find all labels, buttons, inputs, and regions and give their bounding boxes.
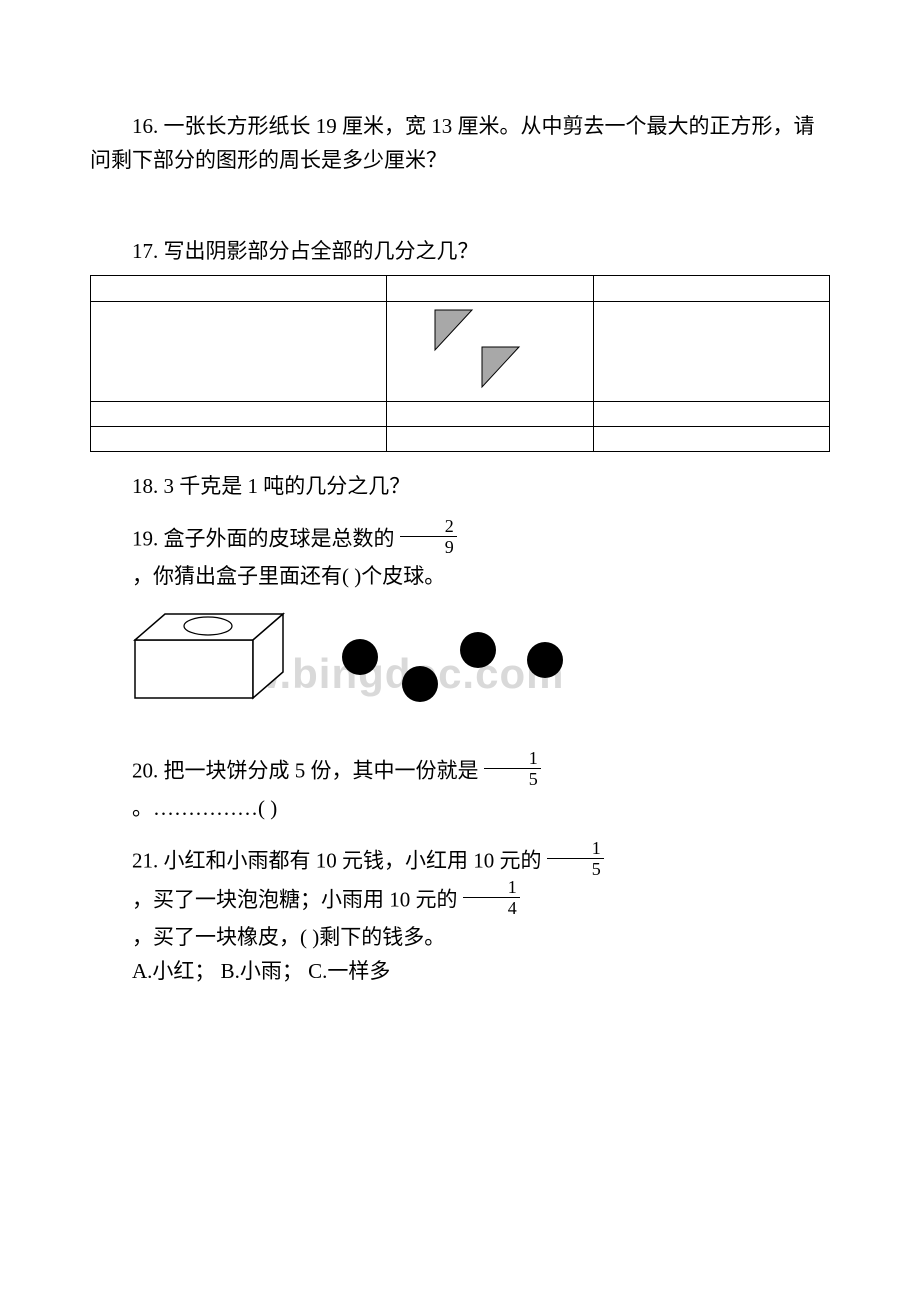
q21-options: A.小红； B.小雨； C.一样多: [90, 955, 830, 989]
question-20: 20. 把一块饼分成 5 份，其中一份就是 1 5 。……………( ): [90, 753, 830, 826]
q17-cell: [386, 275, 593, 301]
q21-line2-prefix: ，买了一块泡泡糖；小雨用 10 元的: [132, 887, 458, 911]
frac-num: 1: [463, 878, 520, 898]
ball: [342, 639, 378, 675]
question-17: 17. 写出阴影部分占全部的几分之几？: [90, 235, 830, 452]
q20-line2: 。……………( ): [90, 792, 830, 826]
fraction: 1 5: [547, 839, 604, 878]
q17-cell: [91, 426, 387, 451]
q17-cell: [91, 275, 387, 301]
frac-num: 1: [484, 749, 541, 769]
q18-text: 18. 3 千克是 1 吨的几分之几？: [90, 470, 830, 504]
fraction: 1 4: [463, 878, 520, 917]
q20-prefix: 20. 把一块饼分成 5 份，其中一份就是: [132, 758, 479, 782]
ball: [402, 666, 438, 702]
q21-prefix: 21. 小红和小雨都有 10 元钱，小红用 10 元的: [132, 848, 542, 872]
q19-svg: [90, 602, 610, 712]
q20-line1: 20. 把一块饼分成 5 份，其中一份就是 1 5: [90, 753, 830, 792]
q17-cell: [593, 426, 830, 451]
q17-cell: [386, 426, 593, 451]
q19-illustration: [90, 602, 830, 723]
fraction: 2 9: [400, 517, 457, 556]
q19-prefix: 19. 盒子外面的皮球是总数的: [132, 527, 400, 551]
frac-den: 5: [484, 769, 541, 788]
q17-cell: [386, 301, 593, 401]
question-19: 19. 盒子外面的皮球是总数的 2 9 ，你猜出盒子里面还有( )个皮球。: [90, 521, 830, 722]
triangle-shape: [435, 310, 472, 350]
triangle-shape: [482, 347, 519, 387]
q17-cell: [91, 401, 387, 426]
q16-text: 16. 一张长方形纸长 19 厘米，宽 13 厘米。从中剪去一个最大的正方形，请…: [90, 110, 830, 177]
q17-table: [90, 275, 830, 452]
ball: [527, 642, 563, 678]
q17-text: 17. 写出阴影部分占全部的几分之几？: [90, 235, 830, 269]
q17-cell: [593, 301, 830, 401]
frac-num: 2: [400, 517, 457, 537]
box-shape: [135, 614, 283, 698]
q17-cell: [386, 401, 593, 426]
q17-cell: [91, 301, 387, 401]
q17-cell: [593, 401, 830, 426]
q17-cell: [593, 275, 830, 301]
question-18: 18. 3 千克是 1 吨的几分之几？: [90, 470, 830, 504]
frac-num: 1: [547, 839, 604, 859]
ball: [460, 632, 496, 668]
q21-line2: ，买了一块泡泡糖；小雨用 10 元的 1 4: [90, 882, 830, 921]
frac-den: 9: [400, 537, 457, 556]
q19-line2: ，你猜出盒子里面还有( )个皮球。: [90, 560, 830, 594]
fraction: 1 5: [484, 749, 541, 788]
q17-triangles: [387, 302, 593, 401]
question-21: 21. 小红和小雨都有 10 元钱，小红用 10 元的 1 5 ，买了一块泡泡糖…: [90, 843, 830, 988]
frac-den: 5: [547, 859, 604, 878]
q19-line1: 19. 盒子外面的皮球是总数的 2 9: [90, 521, 830, 560]
question-16: 16. 一张长方形纸长 19 厘米，宽 13 厘米。从中剪去一个最大的正方形，请…: [90, 110, 830, 177]
frac-den: 4: [463, 898, 520, 917]
q21-line1: 21. 小红和小雨都有 10 元钱，小红用 10 元的 1 5: [90, 843, 830, 882]
q21-line3: ，买了一块橡皮，( )剩下的钱多。: [90, 921, 830, 955]
